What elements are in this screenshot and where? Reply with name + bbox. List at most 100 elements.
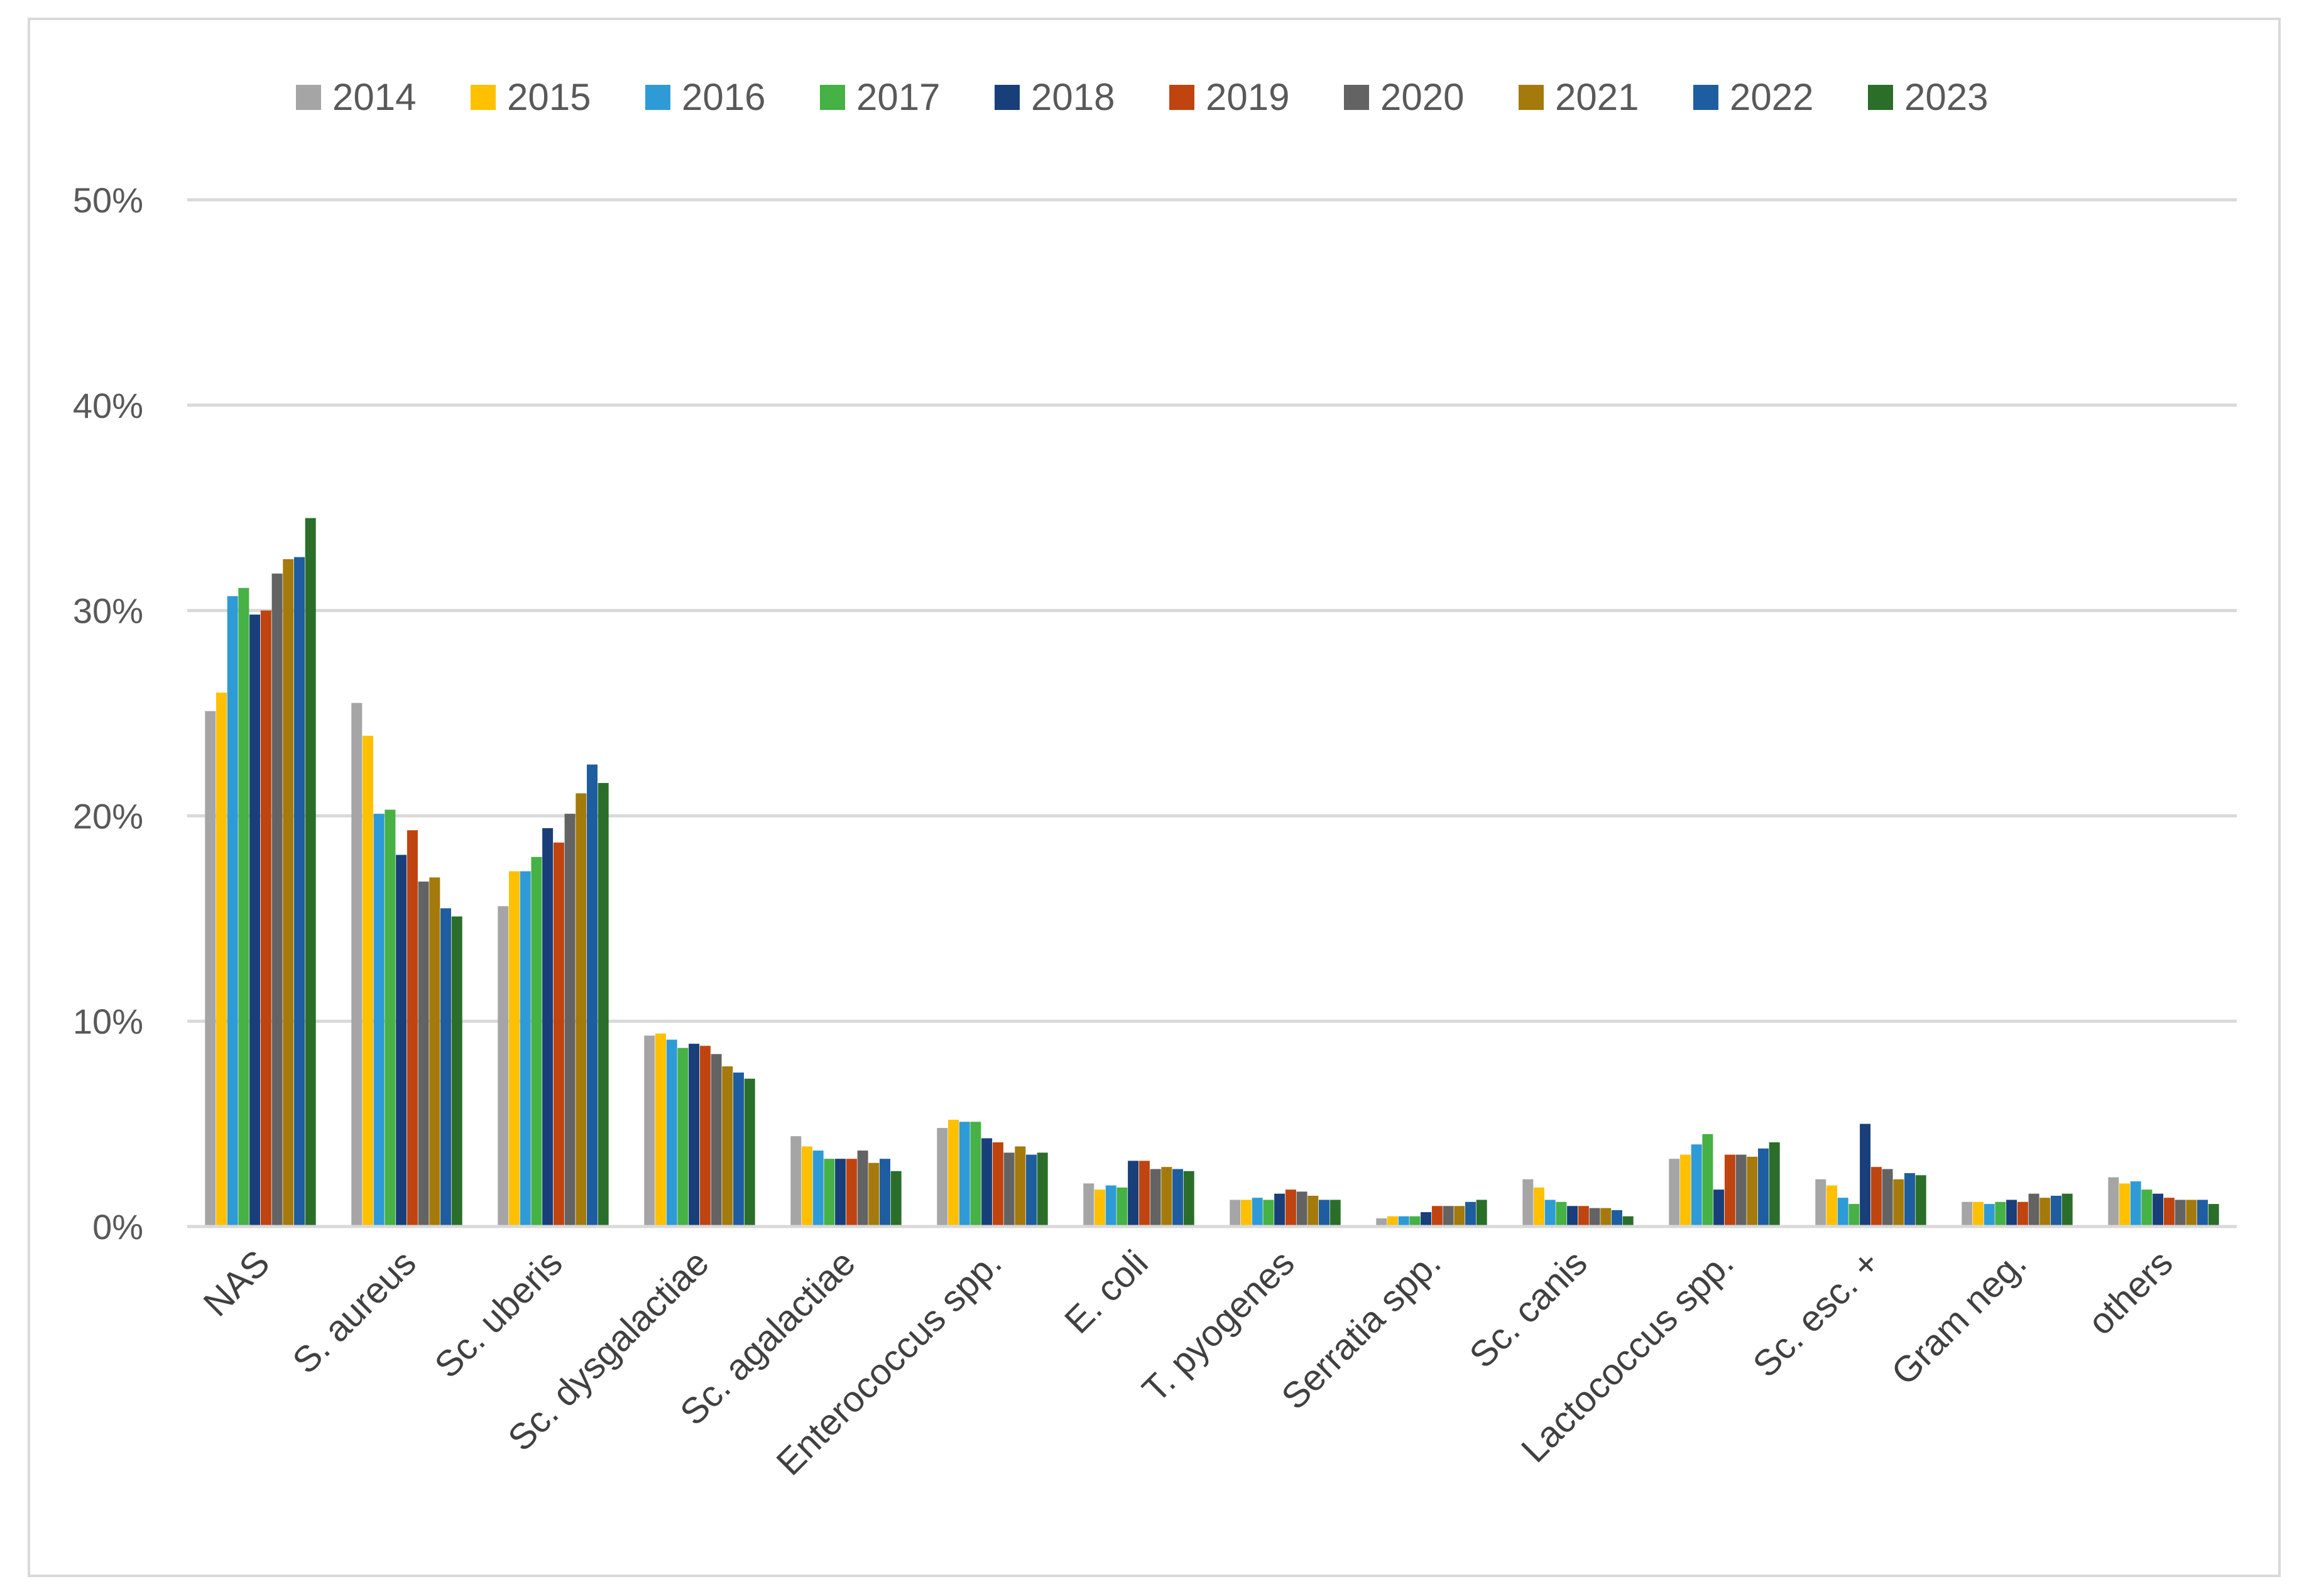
legend-swatch-2023 [1868,85,1893,110]
bar-2014 [644,1036,655,1227]
bar-2018 [1567,1206,1578,1227]
bar-2019 [260,610,271,1227]
legend-swatch-2019 [1169,85,1194,110]
legend-label-2015: 2015 [507,76,591,118]
bar-2019 [1138,1161,1150,1227]
bar-2018 [835,1159,846,1227]
bar-2014 [498,906,509,1227]
bar-2018 [1713,1189,1725,1227]
legend-label-2017: 2017 [856,76,940,118]
bar-2015 [1094,1189,1105,1227]
bar-2015 [2119,1183,2130,1227]
bar-2017 [1848,1204,1860,1227]
bar-2016 [1984,1204,1995,1227]
bar-2022 [1758,1148,1769,1227]
bar-2020 [857,1151,868,1227]
bar-2018 [2006,1200,2017,1227]
bar-2021 [868,1162,880,1227]
bar-2018 [396,855,407,1227]
bar-2021 [1307,1196,1319,1227]
legend-label-2019: 2019 [1206,76,1289,118]
bar-2015 [1387,1216,1398,1227]
bar-2015 [655,1033,666,1227]
bar-2021 [1893,1179,1904,1227]
legend-swatch-2021 [1519,85,1544,110]
bar-2015 [1534,1187,1544,1227]
bar-2014 [1083,1183,1094,1227]
y-tick-label: 30% [73,591,143,631]
bar-2022 [587,764,598,1227]
bar-2017 [238,588,249,1227]
legend-label-2021: 2021 [1555,76,1639,118]
bar-2014 [2108,1177,2119,1227]
x-category-label: Sc. canis [1461,1242,1595,1375]
bar-2021 [2186,1200,2197,1227]
bar-2016 [1544,1200,1556,1227]
bar-2022 [1026,1154,1037,1227]
bar-2015 [216,692,227,1227]
bar-2020 [1589,1208,1600,1227]
bar-2022 [2197,1200,2208,1227]
bar-2017 [970,1122,981,1227]
x-category-label: Serratia spp. [1274,1242,1448,1417]
bar-2018 [1128,1161,1139,1227]
bar-2016 [2130,1181,2141,1227]
bar-2021 [1161,1167,1172,1227]
bar-2021 [283,559,294,1227]
legend-label-2014: 2014 [332,76,416,118]
bar-2014 [1962,1201,1973,1227]
bar-2020 [1443,1206,1454,1227]
bar-2023 [744,1078,755,1227]
bar-2023 [598,783,609,1227]
bar-2014 [205,711,216,1227]
bar-2022 [2051,1196,2061,1227]
bar-2019 [407,830,418,1227]
bar-2016 [666,1039,677,1227]
x-category-label: others [2080,1242,2181,1343]
bar-2015 [1680,1154,1691,1227]
legend-label-2022: 2022 [1730,76,1813,118]
bar-2022 [1319,1200,1329,1227]
bar-2022 [1904,1173,1915,1227]
y-tick-label: 10% [73,1002,143,1041]
legend-swatch-2020 [1344,85,1369,110]
legend-label-2018: 2018 [1031,76,1115,118]
bar-2017 [1263,1200,1274,1227]
bar-2022 [1612,1210,1622,1227]
bar-2020 [271,573,283,1227]
bar-2020 [1150,1169,1161,1227]
bar-2023 [1622,1216,1634,1227]
legend-swatch-2015 [471,85,496,110]
bar-2017 [1702,1134,1713,1227]
bar-2021 [576,793,587,1227]
legend-swatch-2018 [995,85,1020,110]
legend-label-2020: 2020 [1380,76,1464,118]
bar-2015 [363,735,373,1227]
bar-2022 [1465,1201,1476,1227]
bar-2016 [520,871,531,1227]
y-tick-label: 40% [73,386,143,425]
bar-2016 [812,1151,824,1227]
bar-2015 [1973,1201,1984,1227]
bar-2018 [1274,1193,1286,1227]
legend-swatch-2016 [645,85,670,110]
bar-2017 [2141,1189,2153,1227]
x-category-label: S. aureus [285,1242,424,1382]
bar-2021 [1600,1208,1612,1227]
bar-2022 [880,1159,890,1227]
legend-swatch-2014 [296,85,321,110]
bar-2020 [564,814,576,1227]
bar-2019 [2163,1198,2175,1227]
x-category-label: E. coli [1057,1242,1156,1342]
bar-2020 [1882,1169,1893,1227]
bar-2019 [846,1159,857,1227]
bar-2016 [1398,1216,1409,1227]
x-category-label: Sc. uberis [427,1242,570,1386]
bar-2015 [948,1120,959,1227]
y-tick-label: 50% [73,180,143,220]
bars [205,518,2219,1227]
bar-2017 [1409,1216,1421,1227]
bar-2017 [1116,1187,1128,1227]
bar-2019 [1870,1167,1882,1227]
bar-2020 [2175,1200,2186,1227]
